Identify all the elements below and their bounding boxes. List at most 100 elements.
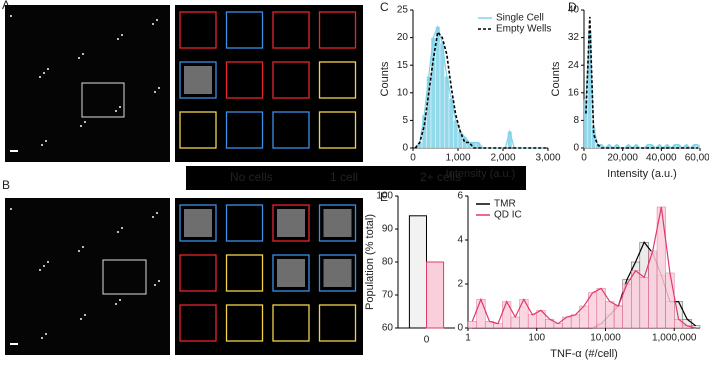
scale-bar [10,150,18,152]
roi [102,259,147,295]
y-tick-label: 20 [397,32,409,43]
speck [84,121,86,123]
well [318,254,357,292]
bar [507,131,513,149]
well [179,304,217,342]
well [225,304,264,342]
series-line [414,30,546,149]
speck [115,303,117,305]
bar [467,321,477,329]
y-tick-label: 25 [397,5,409,16]
x-tick-label: 0 [424,335,430,346]
y-tick-label: 15 [397,60,409,71]
x-axis-label: TNF-α (#/cell) [550,348,617,360]
well [225,111,264,149]
speck [121,34,123,36]
panel-label: D [568,0,577,14]
cell [323,209,352,237]
speck [10,208,12,210]
x-tick-label: 0 [581,153,587,164]
bar [613,305,623,329]
well [225,61,264,99]
speck [154,284,156,286]
well [272,111,310,149]
well [318,111,357,149]
y-axis-label: Population (% total) [364,214,376,310]
panel-label: B [2,178,10,192]
y-tick-label: 8 [573,115,579,126]
y-tick-label: 16 [568,87,580,98]
scale-bar [10,343,18,345]
well [225,11,264,49]
y-tick-label: 70 [382,290,394,301]
cell [323,259,352,287]
well [272,304,310,342]
y-tick-label: 80 [382,257,394,268]
well [225,254,264,292]
well [179,204,217,242]
legend-label: Empty Wells [496,24,551,35]
bar [570,314,580,329]
well [272,204,310,242]
y-tick-label: 6 [457,191,463,202]
speck [154,91,156,93]
legend-label: Single Cell [496,13,544,24]
legend-label: No cells [230,170,273,184]
speck [158,87,160,89]
x-tick-label: 0 [410,153,416,164]
well [179,61,217,99]
bar [502,301,512,329]
well [318,11,357,49]
x-tick-label: 3,000 [535,153,560,164]
series-line [585,30,699,149]
bar [596,288,606,329]
speck [41,144,43,146]
speck [152,216,154,218]
well [179,254,217,292]
y-tick-label: 10 [397,87,409,98]
speck [78,57,80,59]
speck [80,125,82,127]
y-axis-label: Counts [379,61,391,96]
x-tick-label: 1,000,000 [652,333,697,344]
speck [117,38,119,40]
y-tick-label: 0 [402,143,408,154]
panel-label: C [380,0,389,14]
bar [648,250,658,329]
bar [695,144,701,149]
bar [476,299,486,329]
y-tick-label: 0 [573,143,579,154]
speck [82,246,84,248]
well [318,304,357,342]
series-line [471,206,696,329]
speck [119,299,121,301]
x-axis-label: Intensity (a.u.) [607,168,677,180]
well [225,204,264,242]
bar [408,215,427,329]
legend-label: QD IC [494,210,522,221]
y-tick-label: 24 [568,60,580,71]
y-tick-label: 5 [402,115,408,126]
speck [117,231,119,233]
y-tick-label: 4 [457,235,463,246]
speck [84,314,86,316]
bar [674,319,684,329]
well [318,204,357,242]
panel-label: E [380,190,388,204]
x-tick-label: 1,000 [445,153,470,164]
y-tick-label: 100 [376,191,393,202]
y-tick-label: 0 [457,323,463,334]
speck [115,110,117,112]
bar [605,301,615,329]
bar [665,272,675,329]
well [272,61,310,99]
x-tick-label: 40,000 [646,153,677,164]
speck [121,227,123,229]
speck [41,337,43,339]
well [179,111,217,149]
bar [639,277,649,329]
well [272,11,310,49]
series-line [585,16,699,149]
y-axis-label: Counts [550,61,562,96]
